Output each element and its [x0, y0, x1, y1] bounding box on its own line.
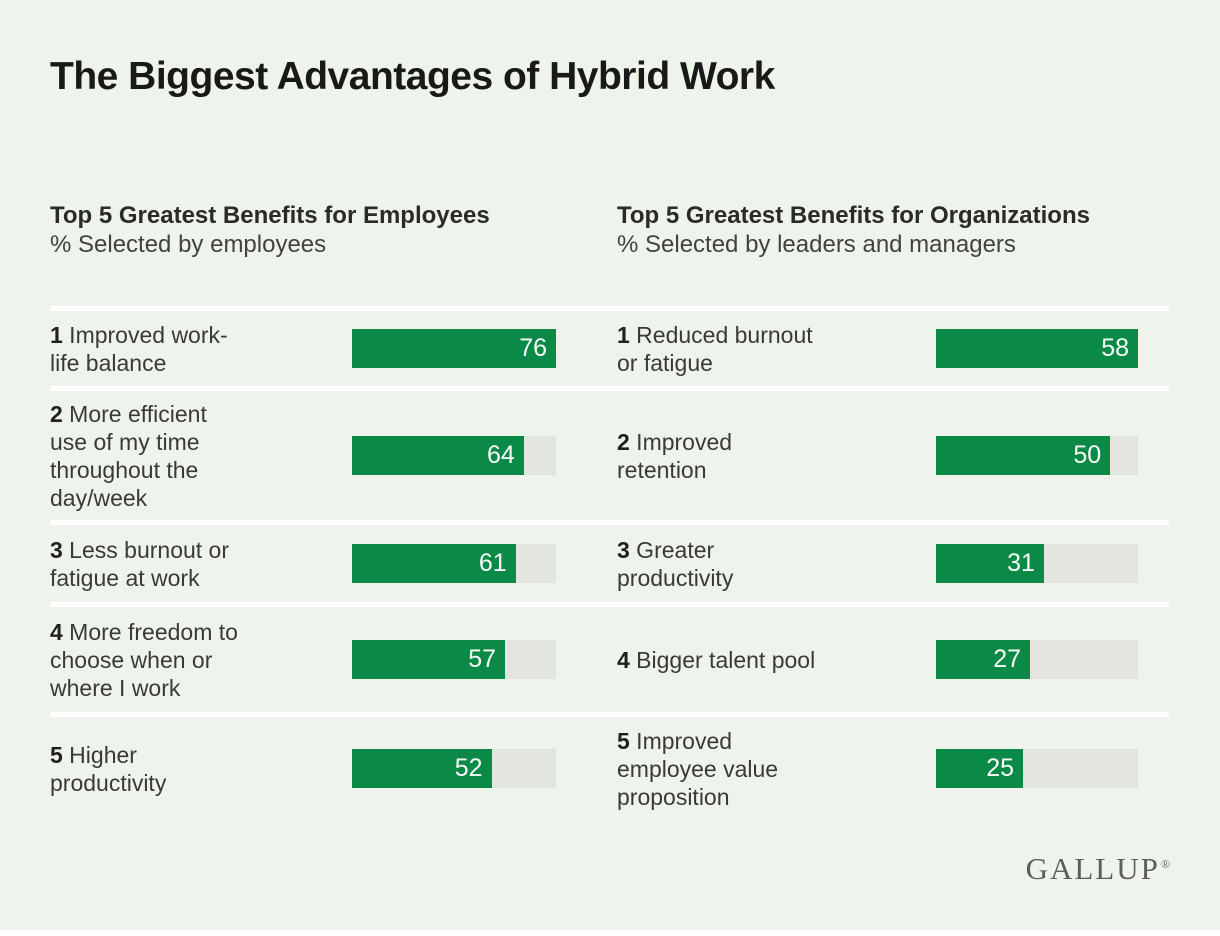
bar-track: 25: [936, 749, 1138, 788]
bar-fill: 31: [936, 544, 1044, 583]
benefit-label-right: 5 Improved employee value proposition: [617, 727, 779, 810]
benefit-value: 76: [519, 334, 547, 362]
benefit-label-left: 4 More freedom to choose when or where I…: [50, 618, 238, 701]
benefit-label-left: 2 More efficient use of my time througho…: [50, 400, 207, 511]
benefit-rank: 2: [50, 400, 63, 427]
benefit-rank: 5: [50, 741, 63, 768]
benefit-row: 5 Higher productivity 52 5 Improved employ…: [50, 712, 1169, 820]
benefit-rank: 2: [617, 428, 630, 455]
benefit-value: 27: [993, 645, 1022, 673]
bar-fill: 57: [352, 640, 505, 679]
panel-title-organizations: Top 5 Greatest Benefits for Organization…: [617, 202, 1090, 229]
panel-header-organizations: Top 5 Greatest Benefits for Organization…: [617, 202, 1097, 259]
benefit-bar-cell-left: 64: [352, 436, 556, 475]
benefit-bar-cell-right: 25: [936, 749, 1138, 788]
panel-title-employees: Top 5 Greatest Benefits for Employees: [50, 202, 490, 229]
benefit-bar-cell-left: 61: [352, 544, 556, 583]
panel-subtitle-organizations: % Selected by leaders and managers: [617, 231, 1016, 258]
benefit-bar-cell-right: 31: [936, 544, 1138, 583]
bar-fill: 52: [352, 749, 492, 788]
gallup-logo-text: GALLUP: [1025, 851, 1160, 886]
benefits-table: 1 Improved work-life balance 76 1 Reduced …: [50, 306, 1169, 820]
bottom-border: [0, 930, 1220, 936]
benefit-rank: 3: [617, 536, 630, 563]
bar-fill: 27: [936, 640, 1031, 679]
benefit-rank: 4: [617, 646, 630, 673]
benefit-bar-cell-left: 52: [352, 749, 556, 788]
benefit-row: 4 More freedom to choose when or where I…: [50, 602, 1169, 712]
benefit-label-right: 3 Greater productivity: [617, 536, 734, 591]
benefit-row: 3 Less burnout or fatigue at work 61 3 Gre…: [50, 520, 1169, 602]
bar-track: 57: [352, 640, 556, 679]
benefit-value: 57: [468, 645, 496, 673]
registered-mark-icon: ®: [1160, 856, 1170, 871]
bar-track: 31: [936, 544, 1138, 583]
benefit-rank: 5: [617, 727, 630, 754]
bar-track: 64: [352, 436, 556, 475]
chart-title: The Biggest Advantages of Hybrid Work: [50, 55, 775, 98]
benefit-bar-cell-right: 27: [936, 640, 1138, 679]
benefit-rank: 3: [50, 536, 63, 563]
benefit-bar-cell-right: 58: [936, 329, 1138, 368]
benefit-value: 52: [454, 754, 483, 782]
gallup-logo: GALLUP®: [1026, 851, 1170, 887]
benefit-bar-cell-right: 50: [936, 436, 1138, 475]
benefit-label-left: 5 Higher productivity: [50, 741, 167, 796]
bar-track: 52: [352, 749, 556, 788]
bar-track: 50: [936, 436, 1138, 475]
benefit-value: 25: [986, 754, 1015, 782]
benefit-value: 61: [478, 549, 507, 577]
benefit-bar-cell-left: 76: [352, 329, 556, 368]
bar-fill: 61: [352, 544, 516, 583]
benefit-label-right: 1 Reduced burnout or fatigue: [617, 321, 813, 376]
benefit-value: 64: [486, 441, 515, 469]
benefit-label-right: 2 Improved retention: [617, 428, 733, 483]
benefit-value: 31: [1007, 549, 1035, 577]
bar-track: 58: [936, 329, 1138, 368]
benefit-rank: 1: [617, 321, 630, 348]
bar-fill: 76: [352, 329, 556, 368]
benefit-row: 1 Improved work-life balance 76 1 Reduced …: [50, 306, 1169, 386]
bar-fill: 25: [936, 749, 1024, 788]
bar-fill: 50: [936, 436, 1111, 475]
benefit-value: 58: [1101, 334, 1129, 362]
benefit-row: 2 More efficient use of my time througho…: [50, 386, 1169, 520]
bar-track: 27: [936, 640, 1138, 679]
benefit-value: 50: [1073, 441, 1102, 469]
bar-track: 61: [352, 544, 556, 583]
benefit-rank: 4: [50, 618, 63, 645]
bar-fill: 64: [352, 436, 524, 475]
benefit-label-left: 3 Less burnout or fatigue at work: [50, 536, 230, 591]
benefit-rank: 1: [50, 321, 63, 348]
panel-header-employees: Top 5 Greatest Benefits for Employees % …: [50, 202, 490, 259]
benefit-bar-cell-left: 57: [352, 640, 556, 679]
bar-fill: 58: [936, 329, 1138, 368]
benefit-label-right: 4 Bigger talent pool: [617, 646, 816, 673]
bar-track: 76: [352, 329, 556, 368]
benefit-label-left: 1 Improved work-life balance: [50, 321, 228, 376]
panel-subtitle-employees: % Selected by employees: [50, 231, 327, 258]
